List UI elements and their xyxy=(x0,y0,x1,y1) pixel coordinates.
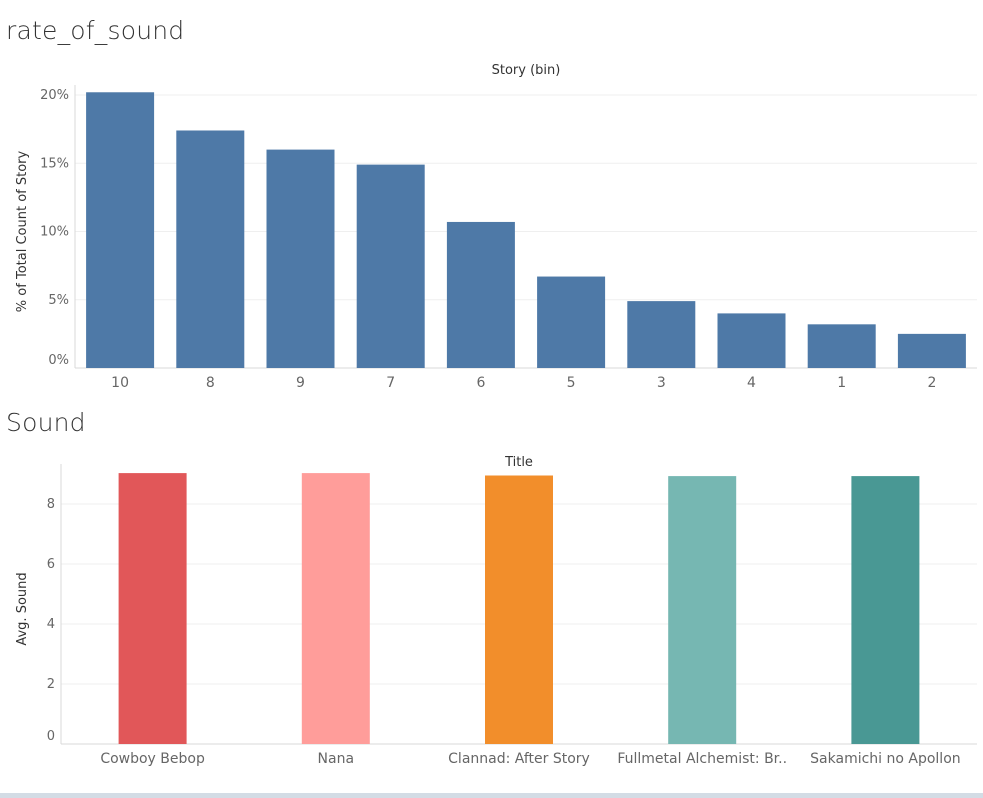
x-tick-label: Fullmetal Alchemist: Br.. xyxy=(617,751,787,767)
y-tick-label: 2 xyxy=(47,677,55,692)
x-tick-label: 3 xyxy=(657,375,666,391)
bar xyxy=(897,333,966,368)
sheet-title-rate-of-sound: rate_of_sound xyxy=(6,16,185,45)
y-tick-label: 15% xyxy=(40,156,69,171)
x-tick-label: 10 xyxy=(111,375,129,391)
y-axis-label: Avg. Sound xyxy=(15,572,30,645)
bar xyxy=(176,130,245,368)
x-tick-label: 8 xyxy=(206,375,215,391)
bar xyxy=(118,473,187,744)
x-tick-label: Sakamichi no Apollon xyxy=(810,751,960,767)
y-tick-label: 0 xyxy=(47,729,55,744)
y-tick-label: 8 xyxy=(47,497,55,512)
column-header-title: Title xyxy=(504,455,533,470)
x-tick-label: 1 xyxy=(837,375,846,391)
x-tick-label: 9 xyxy=(296,375,305,391)
y-tick-label: 6 xyxy=(47,557,55,572)
x-tick-label: Nana xyxy=(318,751,355,767)
bar xyxy=(537,276,606,368)
x-tick-label: 7 xyxy=(386,375,395,391)
y-axis-label: % of Total Count of Story xyxy=(15,151,30,313)
y-tick-label: 4 xyxy=(47,617,55,632)
bar xyxy=(851,476,920,744)
x-tick-label: 6 xyxy=(476,375,485,391)
story-bin-bar-chart: Story (bin) 0% 5% 10% 15% 20% % of Total Count… xyxy=(15,63,977,391)
x-tick-label: 2 xyxy=(927,375,936,391)
x-tick-label: Cowboy Bebop xyxy=(100,751,205,767)
bar xyxy=(485,475,553,744)
bar xyxy=(668,476,737,744)
bar xyxy=(301,473,370,744)
bar xyxy=(717,313,786,368)
bottom-scrollbar-track xyxy=(0,793,983,798)
bar xyxy=(266,149,335,368)
y-tick-label: 5% xyxy=(48,293,69,308)
bar xyxy=(86,92,155,369)
x-tick-label: 4 xyxy=(747,375,756,391)
x-tick-label: 5 xyxy=(567,375,576,391)
bar xyxy=(356,164,425,368)
sheet-title-sound: Sound xyxy=(6,408,86,437)
bar xyxy=(807,324,876,368)
column-header-title: Story (bin) xyxy=(492,63,561,78)
bar xyxy=(446,221,515,368)
y-tick-label: 10% xyxy=(40,225,69,240)
bar xyxy=(627,301,696,368)
y-tick-label: 0% xyxy=(48,353,69,368)
x-tick-label: Clannad: After Story xyxy=(448,751,590,767)
avg-sound-bar-chart: Title 0 2 4 6 8 Avg. Sound Cowboy Bebop Nana Clan… xyxy=(15,455,977,767)
y-tick-label: 20% xyxy=(40,88,69,103)
